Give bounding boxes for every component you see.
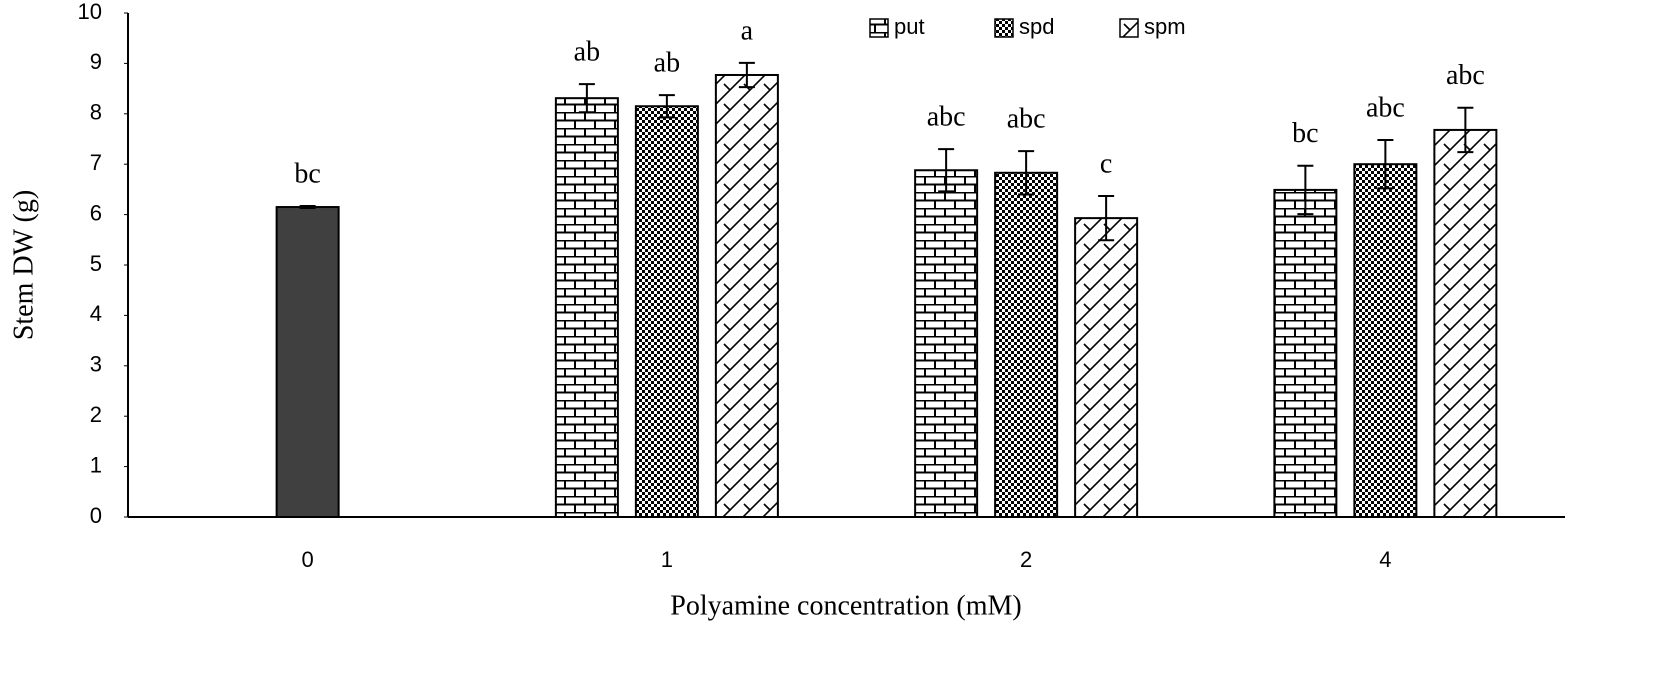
y-tick-label: 4 xyxy=(90,301,102,326)
significance-letter: abc xyxy=(1366,92,1405,123)
significance-letter: ab xyxy=(574,36,600,67)
legend-label: spm xyxy=(1144,14,1186,39)
y-axis-title: Stem DW (g) xyxy=(8,190,39,340)
y-tick-label: 3 xyxy=(90,352,102,377)
error-bar xyxy=(1098,194,1115,242)
x-axis-title: Polyamine concentration (mM) xyxy=(670,590,1021,621)
legend-swatch xyxy=(994,18,1014,38)
x-tick-label: 4 xyxy=(1379,547,1391,572)
significance-letter: abc xyxy=(1007,104,1046,135)
significance-letter: bc xyxy=(294,158,320,189)
y-tick-label: 1 xyxy=(90,452,102,477)
significance-letter: bc xyxy=(1292,118,1318,149)
legend-swatch xyxy=(869,18,889,38)
y-tick-label: 10 xyxy=(78,0,102,24)
error-bar xyxy=(938,148,955,193)
bar xyxy=(634,105,699,519)
error-bar xyxy=(1457,106,1474,154)
bar xyxy=(994,171,1059,518)
bar xyxy=(1074,217,1139,519)
error-bar xyxy=(1297,164,1314,216)
significance-letter: abc xyxy=(1446,60,1485,91)
y-tick-label: 0 xyxy=(90,503,102,528)
bar xyxy=(914,169,979,519)
error-bar xyxy=(738,61,755,89)
bar xyxy=(275,206,340,518)
y-tick-label: 2 xyxy=(90,402,102,427)
x-tick-label: 0 xyxy=(302,547,314,572)
error-bar xyxy=(299,205,316,210)
significance-letter: ab xyxy=(654,48,680,79)
bar xyxy=(1353,163,1418,518)
bar xyxy=(714,73,779,518)
y-tick-label: 9 xyxy=(90,49,102,74)
y-tick-label: 6 xyxy=(90,200,102,225)
legend-swatch xyxy=(1119,18,1139,38)
legend-label: put xyxy=(894,14,925,39)
error-bar xyxy=(578,83,595,114)
y-tick-label: 7 xyxy=(90,150,102,175)
bar xyxy=(1273,188,1338,519)
error-bar xyxy=(658,94,675,119)
y-tick-label: 5 xyxy=(90,251,102,276)
bar xyxy=(1433,128,1498,518)
error-bar xyxy=(1377,139,1394,190)
bar xyxy=(554,97,619,519)
error-bar xyxy=(1018,150,1035,196)
x-tick-label: 1 xyxy=(661,547,673,572)
significance-letter: a xyxy=(741,15,754,46)
significance-letter: c xyxy=(1100,148,1112,179)
y-tick-label: 8 xyxy=(90,100,102,125)
x-tick-label: 2 xyxy=(1020,547,1032,572)
legend-label: spd xyxy=(1019,14,1054,39)
significance-letter: abc xyxy=(927,102,966,133)
